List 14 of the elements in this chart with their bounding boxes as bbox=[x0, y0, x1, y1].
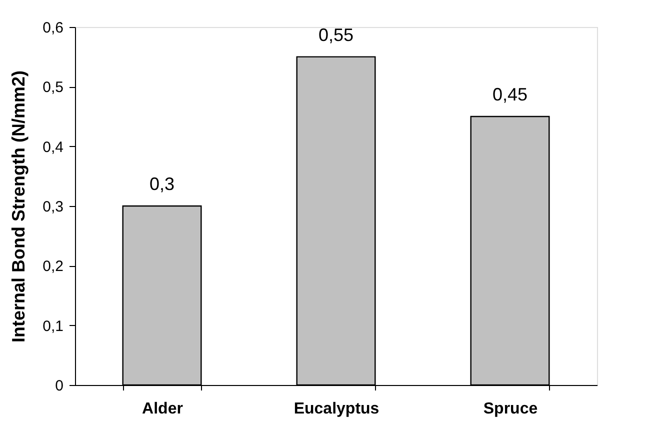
y-tick-label: 0,1 bbox=[42, 318, 64, 335]
x-tick-label: Eucalyptus bbox=[294, 400, 380, 418]
y-tick-label: 0,5 bbox=[42, 79, 64, 96]
x-tick-label: Alder bbox=[142, 400, 183, 418]
y-tick-label: 0,3 bbox=[42, 198, 64, 216]
y-tick-label: 0,6 bbox=[42, 20, 64, 36]
data-label: 0,45 bbox=[492, 84, 528, 104]
data-label: 0,3 bbox=[149, 174, 175, 194]
y-tick-label: 0,2 bbox=[42, 258, 64, 276]
y-tick-label: 0 bbox=[55, 378, 64, 394]
data-label: 0,55 bbox=[318, 24, 354, 45]
y-axis-title: Internal Bond Strength (N/mm2) bbox=[8, 70, 29, 343]
x-tick-label: Spruce bbox=[483, 400, 538, 418]
y-tick-label: 0,4 bbox=[42, 138, 64, 156]
